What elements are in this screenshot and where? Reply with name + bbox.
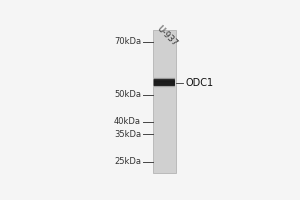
Bar — [154, 83, 175, 84]
Text: ODC1: ODC1 — [185, 78, 213, 88]
Bar — [153, 30, 176, 173]
Bar — [154, 80, 175, 81]
Text: U-937: U-937 — [155, 24, 179, 48]
Bar — [154, 81, 175, 82]
Bar — [154, 87, 175, 88]
Bar — [154, 85, 175, 86]
Bar — [154, 78, 175, 79]
Bar — [154, 86, 175, 87]
Bar — [154, 77, 175, 78]
Bar — [154, 81, 175, 82]
Bar — [154, 80, 175, 81]
Bar — [154, 78, 175, 79]
Text: 35kDa: 35kDa — [114, 130, 141, 139]
Bar — [154, 79, 175, 80]
Text: 25kDa: 25kDa — [114, 157, 141, 166]
Text: 50kDa: 50kDa — [114, 90, 141, 99]
Text: 70kDa: 70kDa — [114, 37, 141, 46]
Bar — [154, 84, 175, 85]
Bar — [154, 85, 175, 86]
Bar — [154, 77, 175, 78]
Bar — [154, 82, 175, 83]
FancyBboxPatch shape — [154, 79, 175, 86]
Text: 40kDa: 40kDa — [114, 117, 141, 126]
Bar — [154, 84, 175, 85]
Bar — [154, 88, 175, 89]
